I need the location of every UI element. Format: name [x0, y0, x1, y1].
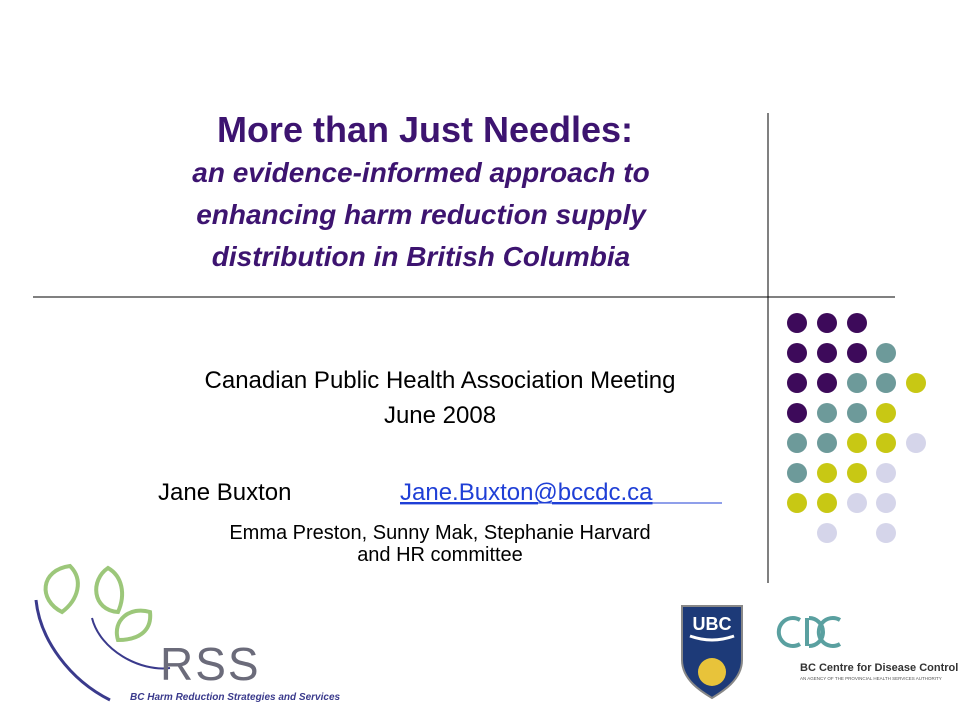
dot — [876, 523, 896, 543]
dot — [847, 343, 867, 363]
dot — [876, 373, 896, 393]
dot — [787, 463, 807, 483]
bccdc-name: BC Centre for Disease Control — [800, 662, 958, 674]
ubc-logo: UBC — [681, 605, 743, 700]
dot — [906, 433, 926, 453]
wave — [689, 634, 735, 642]
letter-c — [776, 616, 802, 648]
dot — [817, 343, 837, 363]
dot — [817, 493, 837, 513]
dot — [817, 403, 837, 423]
coauthors-line: Emma Preston, Sunny Mak, Stephanie Harva… — [229, 522, 650, 544]
bccdc-logo: BC Centre for Disease Control AN AGENCY … — [776, 616, 958, 681]
dot — [787, 433, 807, 453]
dot — [817, 463, 837, 483]
meeting: Canadian Public Health Association Meeti… — [205, 367, 676, 394]
date: June 2008 — [384, 402, 496, 429]
dot-pattern — [787, 313, 926, 543]
dot — [847, 403, 867, 423]
dot — [906, 373, 926, 393]
letter-c — [816, 616, 842, 648]
dot — [817, 433, 837, 453]
coauthors-line: and HR committee — [357, 544, 523, 566]
rss-caption: BC Harm Reduction Strategies and Service… — [130, 692, 341, 703]
ubc-name: UBC — [693, 614, 732, 634]
dot — [787, 373, 807, 393]
subtitle-line: an evidence-informed approach to — [192, 157, 649, 188]
dot — [876, 433, 896, 453]
title: More than Just Needles: — [217, 109, 633, 150]
stem — [34, 599, 111, 702]
subtitle-line: distribution in British Columbia — [212, 241, 630, 272]
rss-name: RSS — [160, 638, 261, 690]
dot — [817, 313, 837, 333]
email-link[interactable]: Jane.Buxton@bccdc.ca — [400, 479, 653, 506]
dot — [787, 493, 807, 513]
dot — [847, 493, 867, 513]
dot — [847, 463, 867, 483]
dot — [876, 403, 896, 423]
dot — [847, 373, 867, 393]
rss-logo: RSS BC Harm Reduction Strategies and Ser… — [34, 563, 341, 703]
dot — [817, 373, 837, 393]
leaf — [94, 565, 125, 615]
dot — [787, 343, 807, 363]
letter-d — [808, 616, 825, 648]
dot — [847, 433, 867, 453]
stem — [91, 617, 171, 670]
shield — [681, 605, 743, 700]
letter-d — [805, 618, 809, 646]
subtitle-line: enhancing harm reduction supply — [196, 199, 647, 230]
dot — [876, 493, 896, 513]
leaf — [43, 563, 80, 615]
leaf — [114, 608, 153, 643]
dot — [876, 343, 896, 363]
dot — [787, 403, 807, 423]
dot — [787, 313, 807, 333]
dot — [847, 313, 867, 333]
bccdc-tagline: AN AGENCY OF THE PROVINCIAL HEALTH SERVI… — [800, 676, 942, 681]
dot — [876, 463, 896, 483]
sun — [698, 658, 726, 686]
presenter: Jane Buxton — [158, 479, 291, 506]
dot — [817, 523, 837, 543]
